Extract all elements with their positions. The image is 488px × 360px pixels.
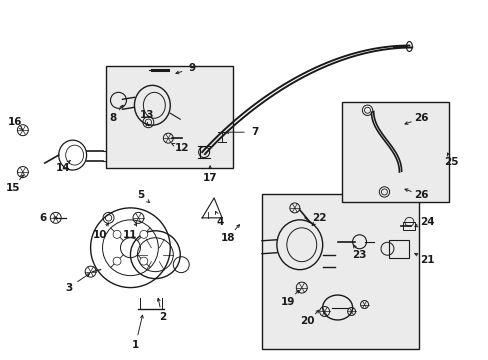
Text: 22: 22 [312, 213, 326, 223]
Bar [262, 194, 419, 349]
Text: 11: 11 [123, 230, 138, 240]
Circle shape [113, 257, 121, 265]
Text: 23: 23 [351, 250, 366, 260]
Text: 12: 12 [175, 143, 189, 153]
Text: 6: 6 [39, 213, 46, 223]
Text: 8: 8 [109, 113, 116, 123]
Text: 26: 26 [413, 113, 427, 123]
Text: 14: 14 [55, 163, 70, 173]
Text: 18: 18 [221, 233, 235, 243]
Text: 5: 5 [137, 190, 144, 200]
Bar [341, 102, 448, 202]
Circle shape [140, 230, 147, 238]
Text: 26: 26 [413, 190, 427, 200]
Text: 3: 3 [65, 283, 72, 293]
Text: 1: 1 [132, 340, 139, 350]
Bar [403, 222, 414, 230]
Text: 21: 21 [419, 255, 434, 265]
Circle shape [140, 257, 147, 265]
Text: 24: 24 [419, 217, 434, 227]
Text: 16: 16 [8, 117, 22, 127]
Text: 4: 4 [216, 217, 224, 227]
Text: 15: 15 [6, 183, 20, 193]
Text: 17: 17 [203, 173, 217, 183]
Text: 7: 7 [251, 127, 258, 137]
Text: 19: 19 [280, 297, 294, 306]
Text: 10: 10 [93, 230, 107, 240]
Text: 9: 9 [188, 63, 195, 73]
Bar [105, 67, 233, 168]
Text: 13: 13 [140, 110, 154, 120]
Text: 20: 20 [300, 316, 314, 327]
Circle shape [113, 230, 121, 238]
Bar [388, 240, 408, 258]
Text: 25: 25 [443, 157, 458, 167]
Text: 2: 2 [159, 312, 165, 323]
